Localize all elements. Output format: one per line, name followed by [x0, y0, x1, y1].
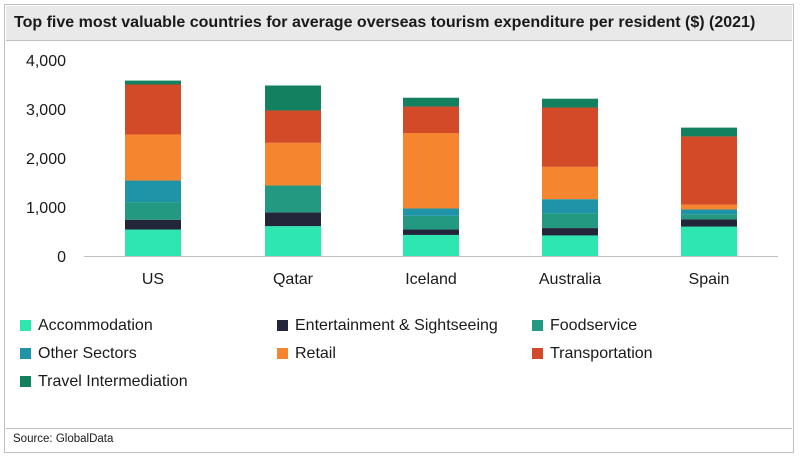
- legend-swatch: [20, 348, 31, 359]
- y-tick-label: 3,000: [26, 102, 66, 119]
- chart-frame: Top five most valuable countries for ave…: [4, 4, 794, 453]
- bar-segment: [403, 215, 459, 230]
- bar-segment: [125, 202, 181, 220]
- bar-segment: [542, 228, 598, 236]
- x-tick-label: Iceland: [405, 271, 457, 288]
- legend-label: Travel Intermediation: [38, 372, 188, 390]
- legend-item: Transportation: [532, 344, 760, 363]
- y-tick-label: 4,000: [26, 53, 66, 70]
- source-note: Source: GlobalData: [13, 433, 114, 445]
- bar-segment: [265, 85, 321, 111]
- bar-segment: [681, 214, 737, 220]
- bar-segment: [125, 84, 181, 135]
- bar-segment: [125, 80, 181, 85]
- bar-segment: [403, 229, 459, 235]
- legend-swatch: [532, 320, 543, 331]
- bar-segment: [542, 199, 598, 214]
- legend-label: Entertainment & Sightseeing: [295, 316, 498, 334]
- bar-segment: [403, 234, 459, 256]
- chart-legend: Accommodation Entertainment & Sightseeing…: [20, 316, 760, 391]
- bar-segment: [265, 212, 321, 227]
- legend-swatch: [532, 348, 543, 359]
- x-tick-label: Qatar: [273, 271, 314, 288]
- bar-segment: [542, 166, 598, 200]
- legend-label: Other Sectors: [38, 344, 137, 362]
- bar-segment: [681, 209, 737, 215]
- legend-swatch: [20, 320, 31, 331]
- legend-swatch: [277, 320, 288, 331]
- bar-segment: [542, 107, 598, 167]
- bar-segment: [265, 185, 321, 213]
- bar-segment: [681, 226, 737, 256]
- bar-segment: [403, 208, 459, 216]
- bar-segment: [542, 213, 598, 229]
- bar-segment: [542, 98, 598, 108]
- bar-segment: [125, 134, 181, 181]
- bar-segment: [265, 226, 321, 256]
- legend-label: Accommodation: [38, 316, 153, 334]
- stacked-bar-chart: 0 1,000 2,000 3,000 4,000 US Qatar Iceland Austr…: [26, 53, 778, 288]
- bar-segment: [125, 219, 181, 230]
- legend-item: Retail: [277, 344, 532, 363]
- bar-segment: [681, 204, 737, 210]
- legend-swatch: [277, 348, 288, 359]
- legend-item: Other Sectors: [20, 344, 277, 363]
- y-tick-label: 1,000: [26, 200, 66, 217]
- x-tick-label: Spain: [689, 271, 730, 288]
- chart-title: Top five most valuable countries for ave…: [14, 14, 756, 31]
- title-bar: Top five most valuable countries for ave…: [6, 6, 792, 41]
- bar-segment: [681, 136, 737, 205]
- legend-item: Travel Intermediation: [20, 372, 277, 391]
- bar-segment: [681, 219, 737, 227]
- bar-segment: [403, 133, 459, 209]
- legend-label: Foodservice: [550, 316, 638, 334]
- legend-swatch: [20, 376, 31, 387]
- y-tick-label: 0: [57, 249, 66, 266]
- source-bar: Source: GlobalData: [6, 428, 792, 451]
- legend-item: Entertainment & Sightseeing: [277, 316, 532, 335]
- x-tick-label: US: [142, 271, 164, 288]
- legend-label: Transportation: [550, 344, 653, 362]
- legend-item: Foodservice: [532, 316, 760, 335]
- x-tick-label: Australia: [539, 271, 601, 288]
- bar-segment: [542, 235, 598, 256]
- legend-label: Retail: [295, 344, 336, 362]
- bar-segment: [265, 142, 321, 186]
- bar-segment: [403, 106, 459, 134]
- bar-segment: [681, 127, 737, 137]
- bar-segment: [125, 180, 181, 203]
- legend-item: Accommodation: [20, 316, 277, 335]
- y-tick-label: 2,000: [26, 151, 66, 168]
- bar-segment: [265, 110, 321, 143]
- bar-segment: [403, 97, 459, 107]
- bar-segment: [125, 229, 181, 256]
